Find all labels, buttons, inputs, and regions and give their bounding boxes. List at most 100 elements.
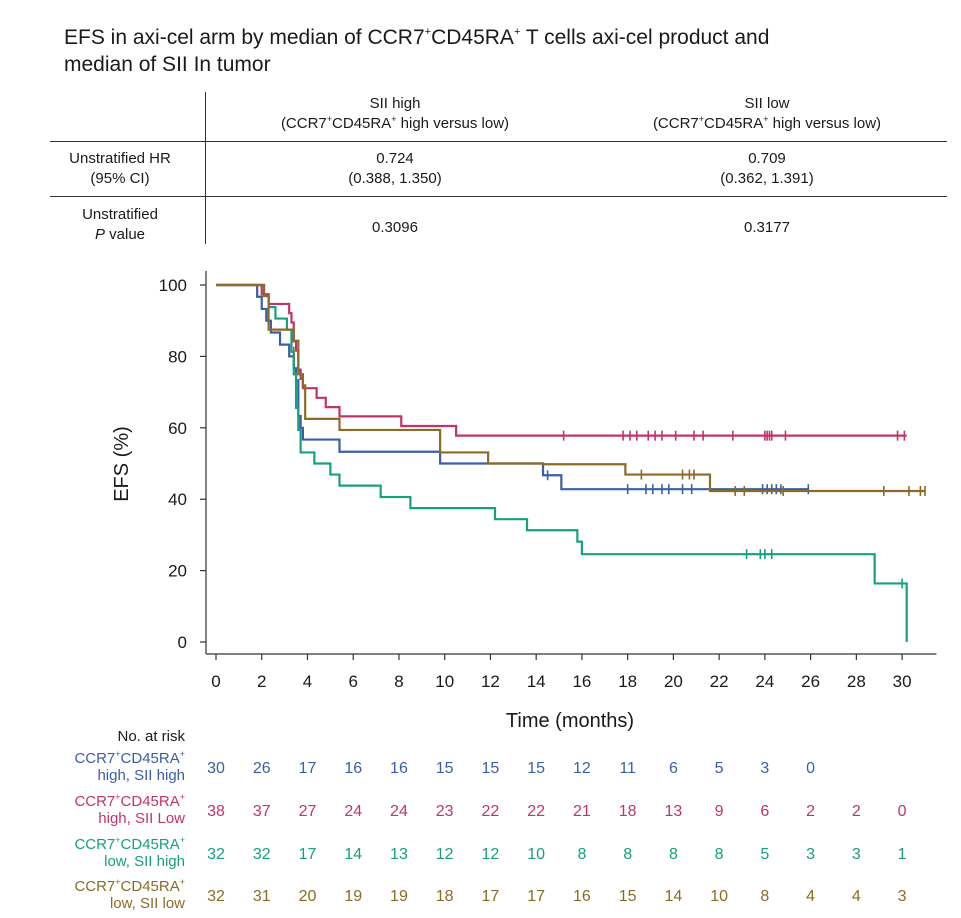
risk-row-label-part: CCR7: [74, 750, 116, 767]
hr-col2-value: 0.709: [748, 150, 786, 167]
p-col2-value: 0.3177: [744, 219, 790, 236]
risk-count: 15: [481, 760, 500, 777]
risk-row-label-part: +: [179, 877, 185, 887]
risk-row-label-part: +: [179, 835, 185, 845]
risk-count: 13: [390, 846, 408, 863]
risk-row-label-line2: low, SII high: [104, 853, 185, 870]
risk-count: 16: [390, 760, 408, 777]
risk-count: 3: [760, 760, 770, 777]
row-p-label: Unstratified P value: [40, 205, 200, 245]
x-tick-label: 28: [847, 672, 866, 691]
table-col2-header: SII low (CCR7+CD45RA+ high versus low): [602, 94, 932, 134]
x-tick-label: 12: [481, 672, 500, 691]
risk-count: 32: [207, 888, 225, 905]
risk-count: 14: [344, 846, 363, 863]
y-axis-label: EFS (%): [111, 426, 133, 502]
title-text: CD45RA: [431, 26, 514, 49]
risk-count: 17: [481, 888, 500, 905]
risk-count: 16: [344, 760, 363, 777]
risk-count: 4: [806, 888, 816, 905]
risk-count: 9: [714, 803, 724, 820]
col2-name: SII low: [744, 95, 790, 112]
row-p-label-line2: P value: [40, 225, 200, 245]
table-col1-header: SII high (CCR7+CD45RA+ high versus low): [230, 94, 560, 134]
risk-count: 19: [344, 888, 363, 905]
risk-row-label-part: CCR7: [74, 793, 116, 810]
risk-row-label-line1: CCR7+CD45RA+: [20, 792, 185, 811]
p-italic: P: [94, 226, 105, 243]
risk-row-label-line1: CCR7+CD45RA+: [20, 835, 185, 854]
risk-count: 32: [252, 846, 271, 863]
risk-count: 19: [390, 888, 408, 905]
x-tick-label: 26: [801, 672, 820, 691]
risk-count: 0: [897, 803, 907, 820]
risk-count: 22: [527, 803, 546, 820]
x-tick-label: 22: [710, 672, 729, 691]
col1-sub-text: CD45RA: [332, 115, 392, 132]
col1-sub-sup: +: [326, 114, 333, 124]
col2-sub-text: high versus low): [768, 115, 882, 132]
risk-count: 8: [760, 888, 770, 905]
risk-count: 4: [851, 888, 861, 905]
risk-count: 18: [618, 803, 637, 820]
risk-row-label-line2: high, SII high: [97, 767, 185, 784]
risk-row-label-part: +: [179, 792, 185, 802]
risk-row-label-part: +: [179, 749, 185, 759]
risk-row-label-part: CD45RA: [120, 878, 180, 895]
risk-count: 5: [760, 846, 770, 863]
x-tick-label: 0: [211, 672, 220, 691]
row-hr-label-line2: (95% CI): [90, 170, 150, 187]
km-curves: [216, 283, 926, 642]
col1-sub-text: high versus low): [396, 115, 510, 132]
risk-row-label: CCR7+CD45RA+ low, SII low: [20, 877, 185, 913]
table-header-rule: [50, 141, 947, 142]
risk-count: 22: [481, 803, 500, 820]
risk-row-label-line1: CCR7+CD45RA+: [20, 877, 185, 896]
col2-sub-sup: +: [698, 114, 705, 124]
row-hr-col1: 0.724 (0.388, 1.350): [230, 149, 560, 189]
risk-row-label-part: +: [115, 792, 121, 802]
risk-row-label-line2: low, SII low: [109, 895, 185, 912]
y-tick-label: 40: [168, 490, 187, 509]
risk-count: 17: [298, 760, 317, 777]
risk-count: 15: [435, 760, 454, 777]
risk-row-label-part: CD45RA: [120, 836, 180, 853]
risk-row-label: CCR7+CD45RA+ high, SII high: [20, 749, 185, 785]
x-tick-label: 10: [435, 672, 454, 691]
p-col1-value: 0.3096: [372, 219, 418, 236]
title-text: median of SII In tumor: [64, 53, 271, 76]
risk-count: 8: [668, 846, 678, 863]
risk-count: 0: [806, 760, 816, 777]
y-tick-label: 80: [168, 347, 187, 366]
x-tick-label: 20: [664, 672, 683, 691]
risk-count: 10: [710, 888, 729, 905]
risk-count: 38: [207, 803, 225, 820]
risk-count: 37: [252, 803, 271, 820]
table-row-rule: [50, 196, 947, 197]
x-tick-label: 18: [618, 672, 637, 691]
x-tick-label: 24: [755, 672, 774, 691]
y-tick-label: 0: [178, 633, 187, 652]
risk-count: 12: [481, 846, 500, 863]
risk-count: 11: [619, 760, 636, 777]
col1-subheader: (CCR7+CD45RA+ high versus low): [230, 114, 560, 134]
risk-count: 27: [298, 803, 317, 820]
risk-row-label-line2: high, SII Low: [98, 810, 185, 827]
risk-row-label-part: CD45RA: [120, 793, 180, 810]
row-p-col2: 0.3177: [602, 218, 932, 238]
risk-count: 15: [527, 760, 546, 777]
title-sup: +: [513, 26, 521, 38]
title-text: T cells axi-cel product and: [520, 26, 770, 49]
x-tick-label: 16: [572, 672, 591, 691]
y-tick-label: 100: [159, 276, 187, 295]
risk-count: 8: [577, 846, 587, 863]
hr-col1-ci: (0.388, 1.350): [348, 170, 442, 187]
risk-count: 32: [207, 846, 225, 863]
risk-count: 3: [851, 846, 861, 863]
risk-count: 14: [664, 888, 683, 905]
risk-count: 8: [714, 846, 724, 863]
x-axis-label: Time (months): [506, 710, 634, 732]
risk-count: 18: [435, 888, 454, 905]
col2-sub-text: CD45RA: [704, 115, 764, 132]
